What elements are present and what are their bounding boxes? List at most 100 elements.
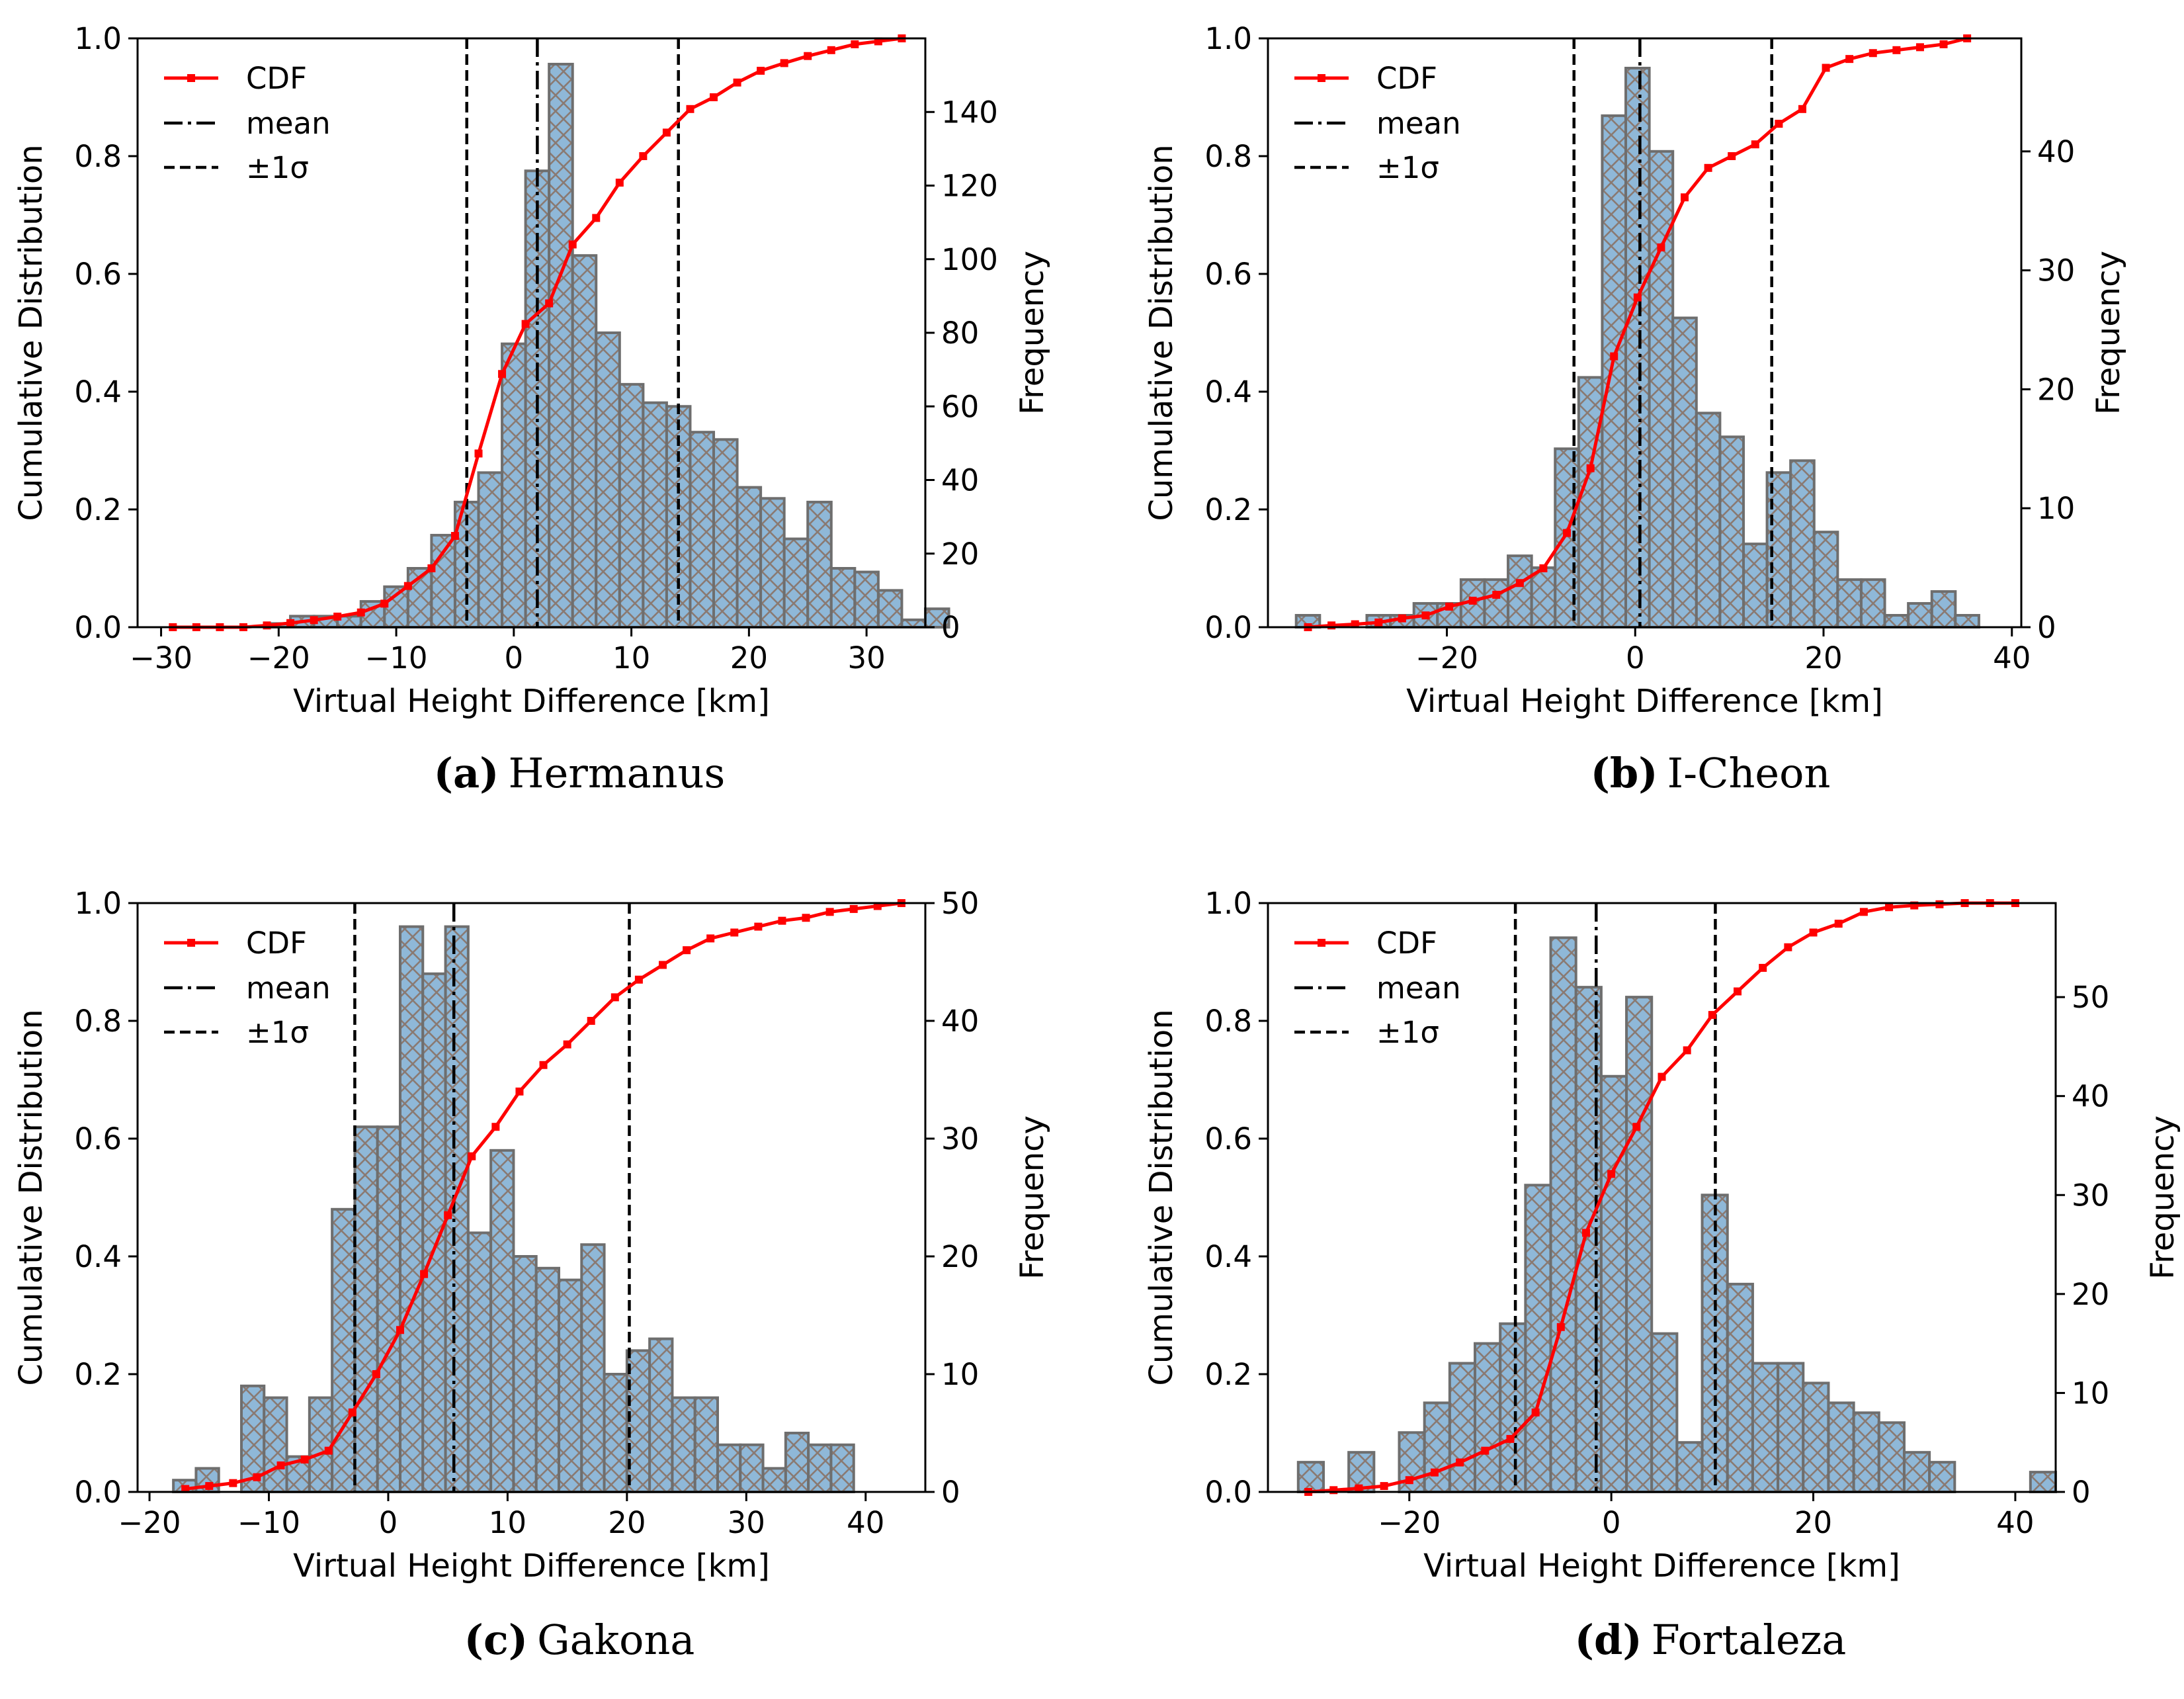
histogram-bar-hatch bbox=[1648, 150, 1675, 629]
legend-label-mean: mean bbox=[246, 971, 331, 1006]
cdf-point bbox=[205, 1482, 214, 1491]
cdf-point bbox=[1809, 928, 1818, 937]
cdf-point bbox=[610, 993, 619, 1002]
y-right-axis-label: Frequency bbox=[2090, 251, 2127, 415]
x-tick-label: −10 bbox=[365, 640, 428, 675]
cdf-point bbox=[686, 105, 694, 113]
histogram-bar-hatch bbox=[784, 1432, 810, 1493]
cdf-point bbox=[1468, 596, 1477, 605]
histogram-bar-hatch bbox=[782, 537, 810, 629]
legend-label-cdf: CDF bbox=[1376, 61, 1437, 96]
histogram-bar-hatch bbox=[648, 1337, 674, 1493]
plot-frame bbox=[1267, 37, 2023, 629]
x-tick-label: 20 bbox=[730, 640, 768, 675]
x-tick-label: 20 bbox=[1794, 1505, 1832, 1540]
panel-letter: (c) bbox=[464, 1616, 528, 1664]
histogram-bar-hatch bbox=[1671, 316, 1698, 629]
x-tick-label: −30 bbox=[130, 640, 192, 675]
histogram-bar-hatch bbox=[876, 589, 903, 629]
cdf-point bbox=[706, 934, 715, 943]
histogram-bar-hatch bbox=[1695, 412, 1722, 629]
histogram-bar-hatch bbox=[1599, 1074, 1628, 1493]
cdf-point bbox=[1892, 46, 1901, 54]
panel-letter: (a) bbox=[434, 749, 499, 797]
histogram-bar-hatch bbox=[1859, 578, 1886, 629]
y-left-tick-label: 0.4 bbox=[1204, 374, 1252, 410]
cdf-point bbox=[348, 1408, 357, 1416]
cdf-point bbox=[1633, 293, 1642, 302]
cdf-point bbox=[683, 946, 691, 955]
cdf-point bbox=[1798, 105, 1806, 113]
cdf-point bbox=[1939, 40, 1948, 48]
cdf-point bbox=[827, 46, 835, 54]
y-left-tick-label: 1.0 bbox=[74, 886, 122, 921]
cdf-point bbox=[1539, 564, 1548, 572]
cdf-point bbox=[521, 320, 530, 328]
x-tick-label: 20 bbox=[1804, 640, 1842, 675]
y-right-tick-label: 20 bbox=[2037, 372, 2075, 407]
x-axis-label: Virtual Height Difference [km] bbox=[1423, 1547, 1900, 1585]
y-left-tick-label: 0.0 bbox=[74, 1475, 122, 1510]
legend-label-sigma: ±1σ bbox=[246, 150, 309, 185]
y-right-tick-label: 80 bbox=[941, 316, 979, 351]
histogram-bar-hatch bbox=[1530, 566, 1557, 629]
cdf-point bbox=[1859, 908, 1868, 916]
histogram-bar-hatch bbox=[806, 500, 833, 629]
plot-frame bbox=[136, 902, 927, 1493]
cdf-point bbox=[1704, 163, 1712, 172]
cdf-point bbox=[444, 1211, 452, 1219]
legend-cdf-marker bbox=[187, 74, 195, 82]
y-left-tick-label: 0.4 bbox=[74, 1239, 122, 1274]
histogram-bar-hatch bbox=[1852, 1411, 1880, 1494]
histogram-bar-hatch bbox=[761, 1467, 787, 1493]
legend-cdf-marker bbox=[187, 939, 195, 947]
histogram-bars bbox=[1296, 936, 2057, 1494]
chart-panel-fortaleza: −20 0 20 40 0.0 0.2 0.4 0.6 0.8 1.0 0 10 20 30 40 50 Vir… bbox=[1143, 886, 2181, 1664]
histogram-bar-hatch bbox=[1483, 578, 1510, 629]
cdf-point bbox=[1658, 1072, 1666, 1081]
panel-station-name: Gakona bbox=[537, 1616, 694, 1664]
y-left-axis-label: Cumulative Distribution bbox=[1143, 144, 1180, 521]
histogram-bar-hatch bbox=[1577, 376, 1604, 629]
y-left-tick-label: 0.0 bbox=[1204, 1475, 1252, 1510]
histogram-bar-hatch bbox=[595, 331, 621, 629]
cdf-point bbox=[1430, 1468, 1439, 1477]
histogram-bar-hatch bbox=[1423, 1401, 1451, 1494]
histogram-bar-hatch bbox=[512, 1255, 538, 1493]
y-right-tick-label: 10 bbox=[2072, 1375, 2109, 1411]
x-tick-label: 0 bbox=[505, 640, 524, 675]
y-right-tick-label: 40 bbox=[2037, 134, 2075, 169]
cdf-point bbox=[874, 37, 882, 46]
cdf-point bbox=[804, 52, 812, 60]
x-tick-label: −20 bbox=[118, 1505, 181, 1540]
cdf-point bbox=[1834, 920, 1843, 928]
y-right-tick-label: 100 bbox=[941, 242, 998, 277]
cdf-point bbox=[1456, 1458, 1464, 1467]
y-right-tick-label: 60 bbox=[941, 389, 979, 424]
cdf-point bbox=[710, 93, 718, 101]
histogram-bar-hatch bbox=[1954, 614, 1980, 629]
cdf-point bbox=[468, 1152, 476, 1160]
histogram-bar-hatch bbox=[1507, 554, 1533, 629]
cdf-point bbox=[474, 449, 483, 458]
histogram-bar-hatch bbox=[1877, 1421, 1906, 1494]
histogram-bar-hatch bbox=[1827, 1401, 1855, 1494]
histogram-bar-hatch bbox=[1549, 936, 1577, 1493]
cdf-point bbox=[1759, 963, 1767, 972]
x-tick-label: −20 bbox=[1378, 1505, 1441, 1540]
cdf-point bbox=[1405, 1476, 1413, 1485]
cdf-point bbox=[1355, 1484, 1363, 1493]
cdf-point bbox=[1581, 1229, 1590, 1237]
x-tick-label: −20 bbox=[1415, 640, 1478, 675]
cdf-point bbox=[802, 914, 810, 922]
y-left-tick-label: 1.0 bbox=[1204, 886, 1252, 921]
histogram-bar-hatch bbox=[618, 382, 645, 629]
y-left-tick-label: 0.6 bbox=[1204, 1121, 1252, 1156]
y-right-tick-label: 30 bbox=[2037, 253, 2075, 288]
histogram-bar-hatch bbox=[1902, 1451, 1931, 1493]
histogram-bars bbox=[172, 925, 855, 1494]
cdf-point bbox=[778, 916, 786, 925]
y-left-tick-label: 0.2 bbox=[74, 492, 122, 527]
cdf-point bbox=[1751, 140, 1759, 149]
cdf-point bbox=[1607, 1170, 1616, 1178]
